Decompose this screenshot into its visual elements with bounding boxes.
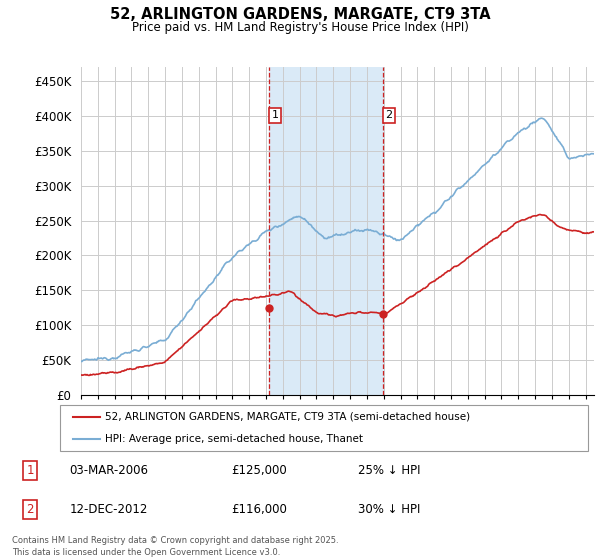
Text: £116,000: £116,000 (231, 502, 287, 516)
Text: £125,000: £125,000 (231, 464, 287, 477)
Text: 30% ↓ HPI: 30% ↓ HPI (358, 502, 420, 516)
Text: 1: 1 (26, 464, 34, 477)
Text: HPI: Average price, semi-detached house, Thanet: HPI: Average price, semi-detached house,… (105, 434, 363, 444)
Text: 52, ARLINGTON GARDENS, MARGATE, CT9 3TA: 52, ARLINGTON GARDENS, MARGATE, CT9 3TA (110, 7, 490, 22)
FancyBboxPatch shape (60, 405, 588, 451)
Text: 52, ARLINGTON GARDENS, MARGATE, CT9 3TA (semi-detached house): 52, ARLINGTON GARDENS, MARGATE, CT9 3TA … (105, 412, 470, 422)
Bar (269, 67, 383, 395)
Text: 1: 1 (271, 110, 278, 120)
Text: 03-MAR-2006: 03-MAR-2006 (70, 464, 149, 477)
Text: 2: 2 (385, 110, 392, 120)
Text: Contains HM Land Registry data © Crown copyright and database right 2025.
This d: Contains HM Land Registry data © Crown c… (12, 536, 338, 557)
Text: 12-DEC-2012: 12-DEC-2012 (70, 502, 148, 516)
Text: 25% ↓ HPI: 25% ↓ HPI (358, 464, 420, 477)
Text: 2: 2 (26, 502, 34, 516)
Text: Price paid vs. HM Land Registry's House Price Index (HPI): Price paid vs. HM Land Registry's House … (131, 21, 469, 34)
